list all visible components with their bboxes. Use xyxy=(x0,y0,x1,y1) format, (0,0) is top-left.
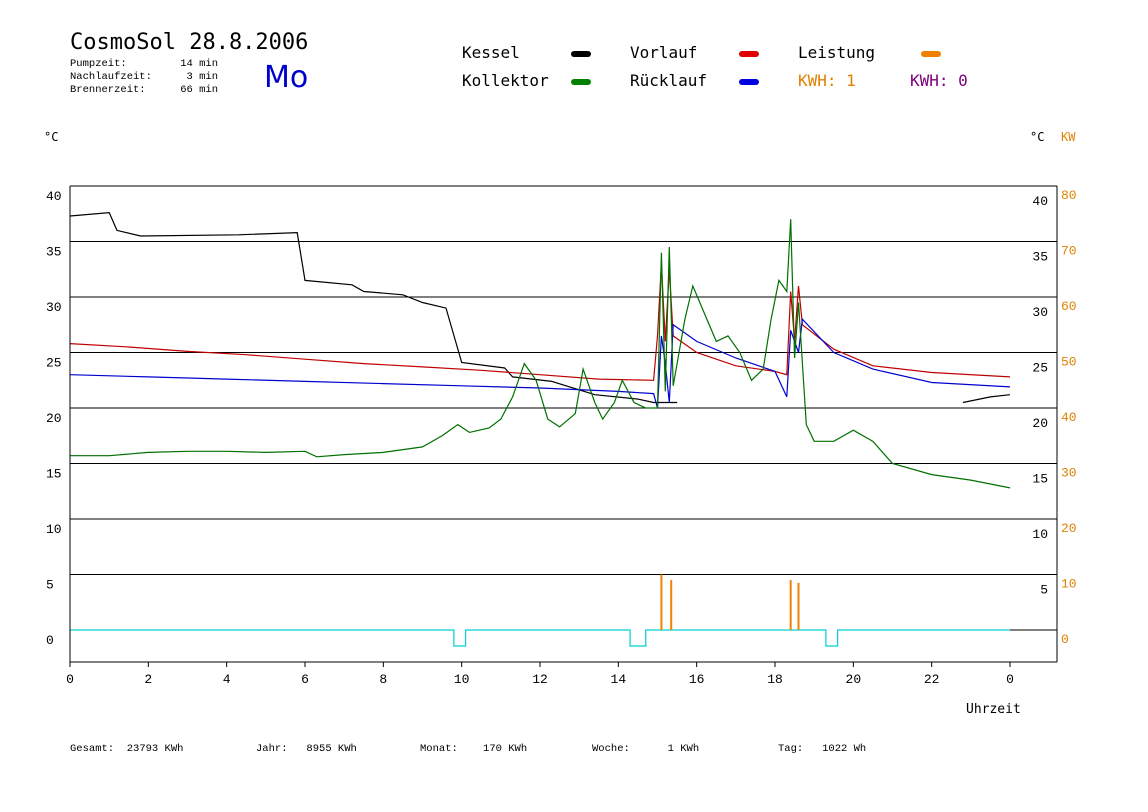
x-tick-label: 12 xyxy=(532,672,548,687)
right-kw-tick-label: 50 xyxy=(1061,355,1077,370)
left-tick-label: 40 xyxy=(46,189,62,204)
right-kw-tick-label: 40 xyxy=(1061,410,1077,425)
left-tick-label: 15 xyxy=(46,467,62,482)
legend-leistung-label: Leistung xyxy=(798,43,876,62)
right-c-tick-label: 30 xyxy=(1032,305,1048,320)
legend-kollektor-swatch xyxy=(571,79,591,85)
info-nachlaufzeit: Nachlaufzeit: 3 min xyxy=(70,71,218,83)
right-c-tick-label: 15 xyxy=(1032,472,1048,487)
legend-leistung-swatch xyxy=(921,51,941,57)
right-c-tick-label: 5 xyxy=(1040,583,1048,598)
footer-woche: Woche: 1 KWh xyxy=(592,743,700,755)
footer-jahr: Jahr: 8955 KWh xyxy=(256,743,357,755)
right-kw-tick-label: 60 xyxy=(1061,299,1077,314)
right-c-tick-label: 10 xyxy=(1032,527,1048,542)
right-axis-unit-c: °C xyxy=(1030,130,1045,144)
legend-kwh2: KWH: 0 xyxy=(910,71,968,90)
x-axis-label: Uhrzeit xyxy=(966,702,1021,717)
legend-kessel-label: Kessel xyxy=(462,43,520,62)
right-c-tick-label: 25 xyxy=(1032,361,1048,376)
x-tick-label: 20 xyxy=(846,672,862,687)
left-tick-label: 0 xyxy=(46,633,54,648)
x-tick-label: 8 xyxy=(379,672,387,687)
footer-gesamt: Gesamt: 23793 KWh xyxy=(70,743,184,755)
footer-monat: Monat: 170 KWh xyxy=(420,743,528,755)
info-brennerzeit: Brennerzeit: 66 min xyxy=(70,84,218,96)
right-kw-tick-label: 20 xyxy=(1061,521,1077,536)
right-kw-tick-label: 80 xyxy=(1061,188,1077,203)
left-axis-unit: °C xyxy=(44,130,59,144)
series-lines xyxy=(69,211,1011,489)
tick-labels: 0 2 4 6 8 10 12 14 16 18 20 22 040353025201510504035… xyxy=(46,188,1077,687)
pump-trace xyxy=(70,629,1010,647)
x-tick-label: 22 xyxy=(924,672,940,687)
right-kw-tick-label: 70 xyxy=(1061,244,1077,259)
right-kw-tick-label: 0 xyxy=(1061,632,1069,647)
right-kw-tick-label: 10 xyxy=(1061,577,1077,592)
x-tick-label: 14 xyxy=(611,672,627,687)
legend-kollektor-label: Kollektor xyxy=(462,71,549,90)
right-axis-unit-kw: KW xyxy=(1061,130,1076,144)
legend-vorlauf-label: Vorlauf xyxy=(630,43,698,62)
chart-title: CosmoSol 28.8.2006 xyxy=(70,30,309,55)
series-kollektor xyxy=(70,219,1011,489)
info-pumpzeit: Pumpzeit: 14 min xyxy=(70,58,218,70)
leistung-bars xyxy=(660,574,800,630)
x-tick-label: 2 xyxy=(144,672,152,687)
left-tick-label: 10 xyxy=(46,522,62,537)
right-kw-tick-label: 30 xyxy=(1061,466,1077,481)
left-tick-label: 20 xyxy=(46,411,62,426)
left-tick-label: 30 xyxy=(46,300,62,315)
grid-lines xyxy=(70,185,1057,575)
weekday-label: Mo xyxy=(264,60,309,95)
legend-ruecklauf-swatch xyxy=(739,79,759,85)
x-tick-label: 0 xyxy=(1006,672,1014,687)
x-tick-label: 10 xyxy=(454,672,470,687)
left-tick-label: 5 xyxy=(46,578,54,593)
left-tick-label: 35 xyxy=(46,245,62,260)
series-kessel xyxy=(69,211,678,404)
x-tick-label: 6 xyxy=(301,672,309,687)
pump-markers xyxy=(70,629,1057,647)
left-tick-label: 25 xyxy=(46,356,62,371)
x-tick-label: 0 xyxy=(66,672,74,687)
footer-tag: Tag: 1022 Wh xyxy=(778,743,867,755)
x-tick-label: 18 xyxy=(767,672,783,687)
x-tick-label: 16 xyxy=(689,672,705,687)
right-c-tick-label: 40 xyxy=(1032,194,1048,209)
right-c-tick-label: 35 xyxy=(1032,250,1048,265)
series-rcklauf xyxy=(69,317,1011,409)
legend-kessel-swatch xyxy=(571,51,591,57)
legend-kwh1: KWH: 1 xyxy=(798,71,856,90)
x-tick-label: 4 xyxy=(223,672,231,687)
series-kessel xyxy=(962,394,1011,404)
axes xyxy=(69,186,1058,667)
series-vorlauf xyxy=(69,263,1011,381)
right-c-tick-label: 20 xyxy=(1032,416,1048,431)
legend-ruecklauf-label: Rücklauf xyxy=(630,71,708,90)
legend-vorlauf-swatch xyxy=(739,51,759,57)
